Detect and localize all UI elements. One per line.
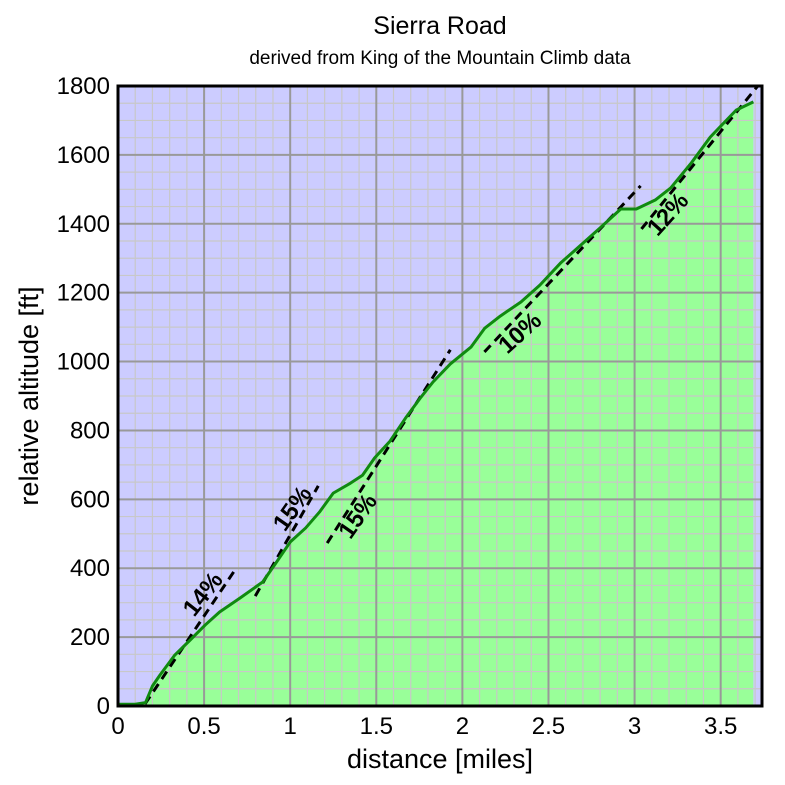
y-tick-label: 1800 [57, 73, 110, 100]
tick-labels: 0 0.5 1 1.5 2 2.5 3 3.5 0 200 400 600 800 1000 1200 140… [57, 73, 738, 740]
x-tick-label: 2 [456, 713, 469, 740]
plot-frame [116, 84, 764, 708]
altitude-profile-line [118, 100, 755, 706]
y-tick-label: 1200 [57, 280, 110, 307]
y-tick-label: 400 [70, 555, 110, 582]
x-tick-label: 0 [111, 713, 124, 740]
y-tick-label: 200 [70, 624, 110, 651]
altitude-area-fill [118, 101, 754, 707]
x-tick-label: 3 [628, 713, 641, 740]
y-tick-label: 800 [70, 417, 110, 444]
x-tick-label: 1.5 [360, 713, 393, 740]
chart-title: Sierra Road [373, 12, 506, 40]
y-axis-label: relative altitude [ft] [14, 286, 44, 505]
y-tick-label: 1600 [57, 142, 110, 169]
chart-subtitle: derived from King of the Mountain Climb … [249, 48, 631, 69]
y-tick-label: 0 [97, 693, 110, 720]
x-tick-label: 1 [284, 713, 297, 740]
y-tick-label: 600 [70, 486, 110, 513]
y-tick-label: 1000 [57, 349, 110, 376]
x-tick-label: 0.5 [187, 713, 220, 740]
slope-reference-line [483, 184, 642, 353]
y-tick-label: 1400 [57, 211, 110, 238]
x-axis-label: distance [miles] [347, 744, 533, 774]
plot-area: 14%15% 15%10%12% [116, 84, 764, 708]
slope-reference-line [325, 349, 452, 544]
slope-reference-line [143, 567, 238, 705]
x-tick-label: 3.5 [704, 713, 737, 740]
x-tick-label: 2.5 [532, 713, 565, 740]
